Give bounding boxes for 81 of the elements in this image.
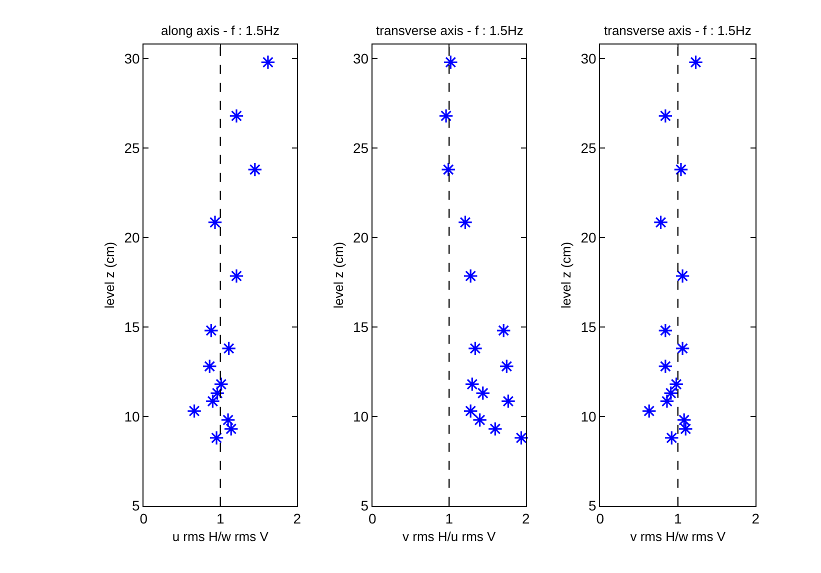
x-tick-label: 2 xyxy=(293,510,302,527)
y-axis-title: level z (cm) xyxy=(558,242,574,308)
point xyxy=(458,214,473,230)
point xyxy=(664,430,680,446)
x-tick-label: 2 xyxy=(752,510,760,527)
point xyxy=(260,54,276,70)
point xyxy=(208,214,222,230)
point xyxy=(229,268,244,284)
y-tick-label: 25 xyxy=(352,140,369,156)
point xyxy=(676,412,692,428)
x-tick-label: 0 xyxy=(368,510,376,527)
point xyxy=(658,358,673,374)
x-tick-label: 1 xyxy=(445,510,454,527)
point xyxy=(496,323,512,338)
x-tick-label: 2 xyxy=(522,510,530,527)
y-tick-label: 25 xyxy=(580,140,597,156)
point xyxy=(653,214,668,230)
chart-title: along axis - f : 1.5Hz xyxy=(161,23,280,38)
point xyxy=(209,430,224,446)
point xyxy=(438,108,454,124)
point xyxy=(204,323,219,338)
x-tick-label: 1 xyxy=(216,510,224,527)
y-tick-label: 20 xyxy=(124,229,140,246)
point xyxy=(514,430,529,446)
point xyxy=(468,341,483,356)
point xyxy=(675,341,690,356)
point xyxy=(221,341,236,356)
point xyxy=(488,422,503,436)
point xyxy=(186,404,202,418)
y-axis-title: level z (cm) xyxy=(102,242,118,308)
y-tick-label: 10 xyxy=(352,408,369,424)
point xyxy=(642,404,657,418)
point xyxy=(224,422,239,436)
point xyxy=(658,323,673,338)
y-tick-label: 5 xyxy=(132,498,140,514)
y-tick-label: 30 xyxy=(580,50,597,67)
y-tick-label: 20 xyxy=(580,229,597,246)
point xyxy=(675,268,690,284)
point xyxy=(440,162,456,177)
point xyxy=(443,54,458,70)
point xyxy=(463,268,478,284)
chart-title: transverse axis - f : 1.5Hz xyxy=(376,23,524,38)
y-tick-label: 20 xyxy=(352,229,369,246)
point xyxy=(202,358,218,374)
point xyxy=(248,162,262,177)
y-tick-label: 30 xyxy=(124,50,140,67)
chart-title: transverse axis - f : 1.5Hz xyxy=(604,23,752,38)
y-tick-label: 15 xyxy=(580,318,597,335)
point xyxy=(499,358,514,374)
y-tick-label: 15 xyxy=(352,318,369,335)
point xyxy=(463,404,478,418)
y-tick-label: 15 xyxy=(124,318,140,335)
y-axis-title: level z (cm) xyxy=(330,242,346,308)
point xyxy=(668,376,684,392)
x-tick-label: 0 xyxy=(140,510,148,527)
y-tick-label: 25 xyxy=(124,140,140,156)
x-axis-title: u rms H/w rms V xyxy=(172,529,269,544)
y-tick-label: 5 xyxy=(588,498,597,514)
point xyxy=(210,386,225,401)
x-tick-label: 0 xyxy=(596,510,604,527)
y-tick-label: 30 xyxy=(352,50,369,67)
point xyxy=(500,394,516,409)
point xyxy=(229,108,244,124)
point xyxy=(472,412,488,428)
y-tick-label: 5 xyxy=(360,498,369,514)
point xyxy=(658,108,673,124)
point xyxy=(674,162,688,177)
point xyxy=(678,422,694,436)
y-tick-label: 10 xyxy=(124,408,140,424)
point xyxy=(663,386,678,401)
point xyxy=(660,394,674,409)
point xyxy=(688,54,704,70)
point xyxy=(464,376,480,392)
point xyxy=(220,412,236,428)
x-axis-title: v rms H/w rms V xyxy=(630,529,726,544)
point xyxy=(214,376,229,392)
x-tick-label: 1 xyxy=(674,510,682,527)
point xyxy=(475,386,490,401)
point xyxy=(205,394,220,409)
y-tick-label: 10 xyxy=(580,408,597,424)
x-axis-title: v rms H/u rms V xyxy=(402,529,496,544)
